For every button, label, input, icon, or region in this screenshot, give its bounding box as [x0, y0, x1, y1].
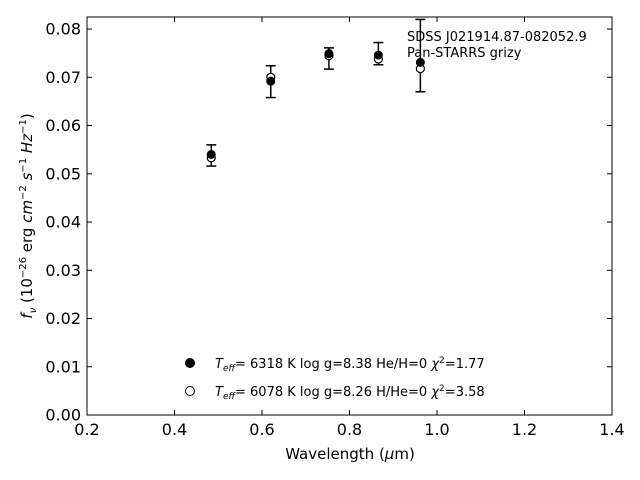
error-bars	[206, 18, 426, 167]
y-tick-label-6: 0.06	[45, 116, 81, 135]
y-tick-label-8: 0.08	[45, 20, 81, 39]
y-tick-label-7: 0.07	[45, 68, 81, 87]
data-points	[206, 49, 425, 163]
annotation-line-1: SDSS J021914.87-082052.9	[407, 30, 587, 45]
legend-marker-open	[185, 386, 195, 396]
legend: Teff= 6318 K log g=8.38 He/H=0 χ2=1.77 T…	[185, 356, 485, 402]
y-tick-label-0: 0.00	[45, 406, 81, 425]
axis-ticks: 0.2 0.4 0.6 0.8 1.0 1.2 1.4 0.00 0.01 0.02 0.03 0.0…	[45, 17, 625, 439]
x-tick-label-6: 1.4	[599, 420, 624, 439]
filled-point-2	[324, 49, 334, 59]
filled-point-0	[206, 149, 216, 159]
legend-entry-1: Teff= 6318 K log g=8.38 He/H=0 χ2=1.77	[215, 356, 485, 374]
filled-point-3	[373, 50, 383, 60]
x-tick-label-1: 0.4	[162, 420, 187, 439]
x-tick-label-0: 0.2	[74, 420, 99, 439]
x-tick-label-4: 1.0	[424, 420, 449, 439]
y-tick-label-3: 0.03	[45, 261, 81, 280]
legend-marker-filled	[185, 358, 195, 368]
x-tick-label-2: 0.6	[249, 420, 274, 439]
filled-point-1	[266, 76, 276, 86]
plot-frame	[86, 16, 613, 416]
error-bar-4	[415, 18, 426, 93]
x-tick-label-3: 0.8	[337, 420, 362, 439]
y-tick-label-5: 0.05	[45, 164, 81, 183]
y-axis-title: fν (10−26 erg cm−2 s−1 Hz−1)	[18, 113, 39, 318]
filled-point-4	[415, 57, 425, 67]
y-tick-label-4: 0.04	[45, 213, 81, 232]
x-tick-label-5: 1.2	[512, 420, 537, 439]
x-axis-title: Wavelength (μm)	[285, 445, 415, 463]
y-tick-label-1: 0.01	[45, 357, 81, 376]
legend-entry-2: Teff= 6078 K log g=8.26 H/He=0 χ2=3.58	[215, 384, 485, 402]
y-tick-label-2: 0.02	[45, 309, 81, 328]
annotation-line-2: Pan-STARRS grizy	[407, 46, 522, 61]
